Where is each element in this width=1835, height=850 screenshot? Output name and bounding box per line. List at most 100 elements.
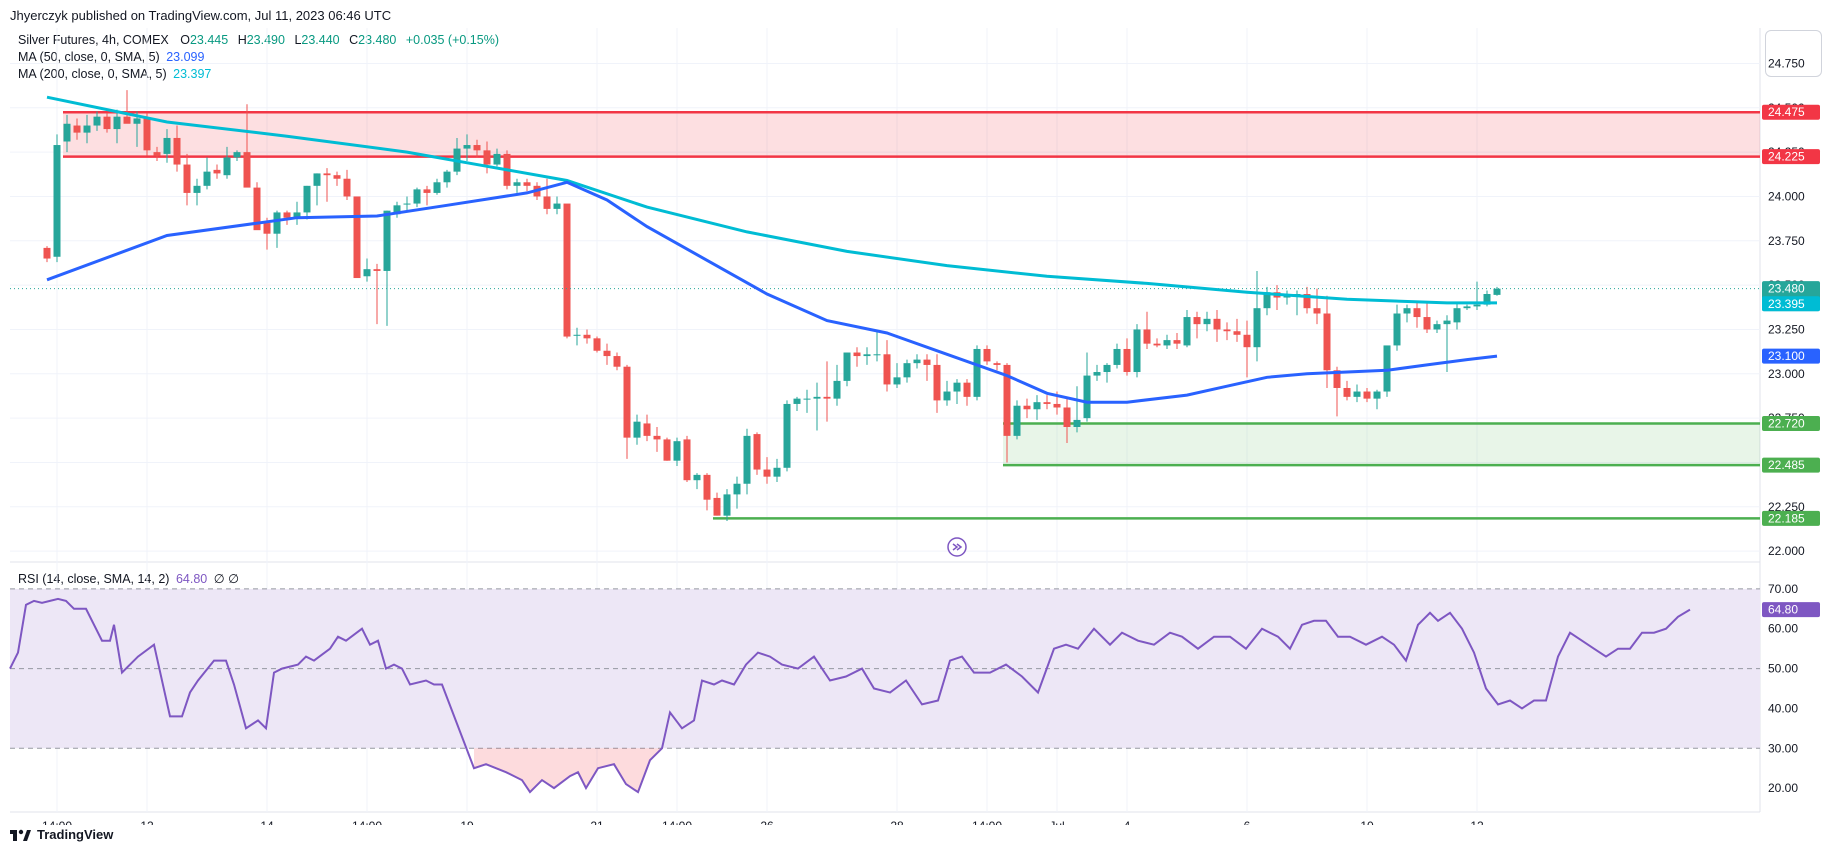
candle-body <box>193 185 201 193</box>
candle <box>123 90 131 124</box>
candle <box>723 489 731 521</box>
candle <box>333 171 341 186</box>
candle <box>1243 320 1251 378</box>
candle <box>373 263 381 325</box>
candle <box>273 210 281 248</box>
rsi-axis-label: 40.00 <box>1768 701 1798 715</box>
candle <box>643 414 651 442</box>
time-axis-label: 12 <box>140 819 154 825</box>
candle <box>183 153 191 206</box>
rsi-legend[interactable]: RSI (14, close, SMA, 14, 2) 64.80 ∅ ∅ <box>18 571 239 586</box>
candle-body <box>1053 403 1061 408</box>
rsi-axis-label: 20.00 <box>1768 781 1798 795</box>
candle-body <box>1243 334 1251 348</box>
candle <box>763 457 771 484</box>
candle-body <box>1083 375 1091 419</box>
candle-body <box>63 123 71 142</box>
candle-body <box>73 125 81 133</box>
candle-body <box>283 212 291 218</box>
candle-body <box>773 467 781 477</box>
time-axis-label: 14:00 <box>972 819 1002 825</box>
candle <box>623 364 631 459</box>
candle-body <box>333 175 341 179</box>
candle-body <box>403 203 411 205</box>
candle <box>343 169 351 201</box>
candle-body <box>1473 304 1481 307</box>
candle-body <box>603 350 611 357</box>
moving-averages <box>10 95 1760 557</box>
candle <box>1043 395 1051 410</box>
candle-body <box>43 247 51 259</box>
price-axis-label: 23.000 <box>1768 367 1805 381</box>
candle <box>63 114 71 153</box>
ma200-value: 23.397 <box>173 67 212 81</box>
candle-body <box>893 377 901 385</box>
symbol-title[interactable]: Silver Futures, 4h, COMEX <box>18 33 169 47</box>
candle-body <box>443 171 451 183</box>
footer-brand: TradingView <box>37 827 114 842</box>
candle <box>553 196 561 215</box>
candle-body <box>683 439 691 481</box>
candle <box>633 414 641 445</box>
candle <box>663 437 671 461</box>
ma200-line <box>46 95 1497 305</box>
candle-body <box>1213 318 1221 330</box>
candle <box>583 329 591 344</box>
rsi-extras: ∅ ∅ <box>213 572 239 586</box>
rsi-tag-bg <box>1762 602 1820 618</box>
time-axis-label: 14:00 <box>352 819 382 825</box>
candle <box>773 458 781 482</box>
candle <box>223 146 231 179</box>
candle <box>173 125 181 172</box>
candle <box>693 473 701 490</box>
candle-body <box>1003 364 1011 436</box>
candle-body <box>1073 419 1081 427</box>
price-tags: 24.47524.22523.48003:23:4423.39523.10022… <box>1762 104 1820 618</box>
price-tag-text: 23.395 <box>1768 297 1805 311</box>
candle-body <box>1263 292 1271 309</box>
candle <box>513 178 521 193</box>
candle-body <box>1033 402 1041 410</box>
candle-body <box>493 153 501 165</box>
price-chart[interactable]: 24.75024.50024.25024.00023.75023.50023.2… <box>0 0 1835 825</box>
candle <box>43 246 51 263</box>
candle <box>193 178 201 206</box>
price-tag-text: 23.100 <box>1768 349 1805 363</box>
candle-body <box>293 212 301 218</box>
candle-body <box>183 164 191 193</box>
candle <box>243 104 251 188</box>
ma50-label: MA (50, close, 0, SMA, 5) <box>18 50 160 64</box>
candle <box>953 379 961 404</box>
ohlc-high: H23.490 <box>237 33 285 47</box>
candle <box>213 164 221 179</box>
candle-body <box>523 182 531 186</box>
author-name[interactable]: Jhyerczyk <box>10 8 68 23</box>
price-tag-bg <box>1762 457 1820 473</box>
candle-body <box>323 173 331 176</box>
candle-body <box>983 348 991 362</box>
price-tag-text: 22.485 <box>1768 458 1805 472</box>
tradingview-footer[interactable]: TradingView <box>10 827 113 842</box>
candle <box>913 354 921 369</box>
price-tag-bg <box>1762 149 1820 165</box>
tradingview-logo-icon <box>10 829 31 841</box>
candle-body <box>803 398 811 400</box>
candle <box>1353 384 1361 403</box>
ma50-legend[interactable]: MA (50, close, 0, SMA, 5) 23.099 <box>18 50 204 64</box>
candle-body <box>223 157 231 176</box>
chart-settings-button[interactable] <box>1765 30 1822 77</box>
candle-body <box>273 212 281 234</box>
candle <box>433 178 441 195</box>
candle-body <box>653 435 661 440</box>
candle <box>1303 286 1311 314</box>
candle-body <box>1283 295 1291 298</box>
candle-body <box>483 150 491 165</box>
candle-body <box>1453 308 1461 323</box>
replay-marker-arrows <box>952 543 963 551</box>
price-axis-label: 24.750 <box>1768 56 1805 70</box>
candle-body <box>1313 308 1321 314</box>
candle-body <box>783 403 791 468</box>
ma200-legend[interactable]: MA (200, close, 0, SMA, 5) 23.397 <box>18 67 211 81</box>
candle <box>823 361 831 422</box>
ohlc-open: O23.445 <box>180 33 229 47</box>
